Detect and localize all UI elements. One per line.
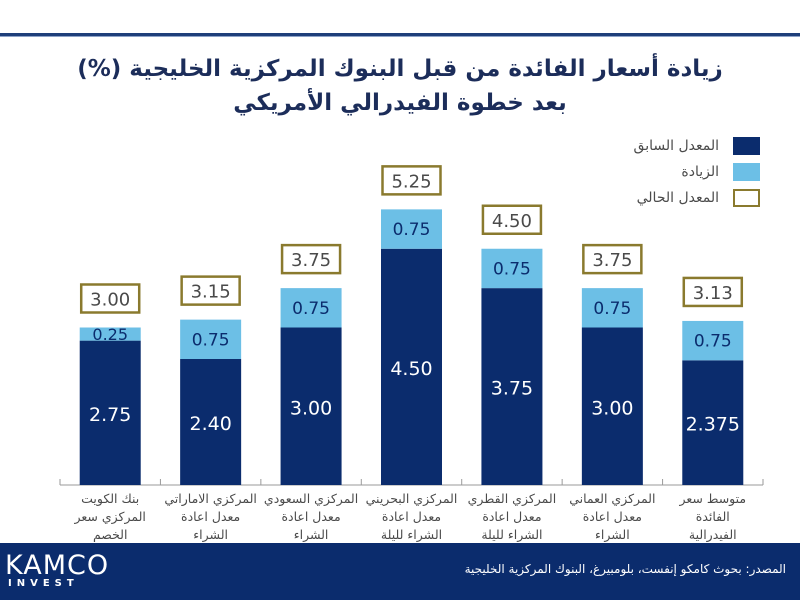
category-label: المركزي الاماراتي معدل اعادة الشراء [163, 490, 259, 544]
data-label-previous: 4.50 [390, 358, 432, 380]
legend-swatch-increase [733, 163, 760, 181]
data-label-current: 5.25 [391, 171, 431, 192]
legend-swatch-current [733, 189, 760, 207]
category-label: المركزي القطري معدل اعادة الشراء لليلة [464, 490, 560, 544]
category-label: المركزي العماني معدل اعادة الشراء [564, 490, 660, 544]
legend-label-increase: الزيادة [681, 164, 719, 180]
category-label-line: معدل اعادة [381, 509, 442, 524]
bar-previous-rate [180, 359, 242, 485]
legend: المعدل السابق الزيادة المعدل الحالي [634, 133, 760, 211]
bar-increase [79, 327, 141, 341]
data-label-increase: 0.75 [493, 259, 531, 279]
category-label-line: بنك الكويت [81, 491, 140, 506]
category-label-line: المركزي سعر [74, 509, 146, 524]
chart-title: زيادة أسعار الفائدة من قبل البنوك المركز… [60, 52, 740, 120]
category-label: المركزي البحريني معدل اعادة الشراء لليلة [364, 490, 460, 544]
category-label-line: المركزي البحريني [365, 491, 458, 506]
category-label-line: الشراء لليلة [380, 527, 443, 542]
category-label-line: الخصم [92, 527, 128, 542]
data-label-increase: 0.75 [593, 299, 631, 319]
data-label-current: 3.75 [291, 250, 331, 271]
category-label: متوسط سعر الفائدة الفيدرالية [665, 490, 761, 544]
data-label-current: 3.75 [592, 250, 632, 271]
legend-label-previous: المعدل السابق [633, 138, 719, 154]
category-label: بنك الكويت المركزي سعر الخصم [62, 490, 158, 544]
chart-title-line-2: بعد خطوة الفيدرالي الأمريكي [233, 90, 567, 116]
category-label-line: معدل اعادة الشراء [582, 509, 642, 542]
chart-title-line-1: زيادة أسعار الفائدة من قبل البنوك المركز… [77, 56, 723, 82]
category-label-line: المركزي العماني [569, 491, 656, 506]
bar-previous-rate [381, 248, 442, 485]
top-rule [0, 33, 800, 37]
bar-increase [280, 288, 342, 328]
kamco-logo: KAMCO [5, 550, 110, 581]
current-rate-box [280, 243, 342, 275]
legend-item-increase: الزيادة [634, 159, 760, 185]
category-label-line: المركزي السعودي [263, 491, 359, 506]
category-label-line: الفائدة [695, 509, 730, 524]
category-label-line: الشراء لليلة [481, 527, 543, 542]
current-rate-box [381, 165, 442, 196]
bar-previous-rate [280, 327, 342, 485]
bar-increase [682, 320, 744, 361]
data-label-current: 3.13 [693, 283, 733, 304]
bar-increase [381, 209, 442, 249]
data-label-previous: 3.00 [290, 397, 332, 419]
data-label-current: 3.00 [90, 290, 130, 311]
category-label-line: متوسط سعر [679, 491, 747, 506]
data-label-increase: 0.75 [694, 332, 732, 352]
data-label-current: 4.50 [492, 211, 532, 232]
legend-swatch-previous [733, 137, 760, 155]
current-rate-box [481, 204, 543, 235]
data-label-increase: 0.75 [292, 299, 330, 319]
current-rate-box [79, 283, 141, 314]
bar-previous-rate [481, 288, 543, 485]
bar-previous-rate [79, 340, 141, 485]
category-label-line: المركزي الاماراتي [164, 491, 257, 506]
data-label-previous: 3.75 [491, 378, 533, 400]
data-label-previous: 3.00 [591, 397, 633, 419]
footer-bar [0, 543, 800, 600]
kamco-logo-subtitle: INVEST [8, 578, 79, 589]
data-label-current: 3.15 [191, 282, 231, 303]
category-label-line: معدل اعادة الشراء [181, 509, 241, 542]
legend-item-previous: المعدل السابق [634, 133, 760, 159]
data-label-increase: 0.75 [393, 220, 431, 240]
legend-label-current: المعدل الحالي [636, 190, 719, 206]
category-label-line: معدل اعادة الشراء [281, 509, 341, 542]
category-label-line: المركزي القطري [467, 491, 557, 506]
source-note: المصدر: بحوث كامكو إنفست، بلومبيرغ، البن… [464, 562, 786, 576]
data-label-increase: 0.75 [192, 330, 230, 350]
current-rate-box [682, 276, 744, 308]
data-label-previous: 2.375 [686, 414, 740, 436]
current-rate-box [582, 243, 643, 275]
current-rate-box [180, 275, 241, 306]
bar-previous-rate [682, 360, 744, 485]
category-label: المركزي السعودي معدل اعادة الشراء [263, 490, 359, 544]
category-label-line: الفيدرالية [688, 527, 737, 542]
data-label-increase: 0.25 [92, 325, 128, 344]
data-label-previous: 2.75 [89, 404, 131, 426]
category-label-line: معدل اعادة [482, 509, 542, 524]
data-label-previous: 2.40 [189, 413, 231, 435]
bar-increase [481, 248, 543, 289]
bar-increase [581, 288, 643, 328]
bar-increase [180, 319, 242, 359]
bar-previous-rate [581, 327, 643, 485]
legend-item-current: المعدل الحالي [634, 185, 760, 211]
